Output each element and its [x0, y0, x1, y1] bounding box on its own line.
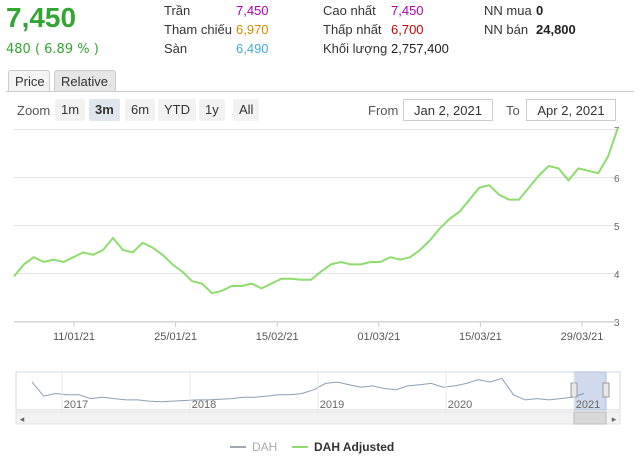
zoom-6m-button[interactable]: 6m [125, 99, 156, 121]
tab-price[interactable]: Price [8, 70, 50, 92]
navigator-year-label: 2018 [192, 399, 216, 411]
foreign-sell-label: NN bán [484, 22, 529, 37]
foreign-buy-value: 0 [536, 3, 544, 18]
navigator-scroll-thumb [573, 411, 607, 425]
x-tick-label: 29/03/21 [561, 331, 604, 343]
navigator-scrollbar [15, 411, 621, 425]
price-change: 480 ( 6.89 % ) [6, 42, 99, 57]
high-label: Cao nhất [323, 3, 376, 18]
navigator-year-label: 2019 [320, 399, 344, 411]
y-tick-label: 5 [614, 222, 620, 233]
floor-value: 6,490 [236, 41, 269, 56]
scroll-right-arrow-icon: ▸ [612, 415, 617, 425]
navigator-selection [573, 371, 607, 411]
foreign-buy-label: NN mua [484, 3, 532, 18]
floor-label: Sàn [164, 41, 188, 56]
zoom-ytd-button[interactable]: YTD [158, 99, 196, 121]
zoom-1m-button[interactable]: 1m [55, 99, 86, 121]
low-label: Thấp nhất [323, 22, 382, 37]
from-label: From [368, 103, 399, 118]
zoom-3m-button[interactable]: 3m [89, 99, 120, 121]
y-tick-label: 4 [614, 270, 620, 281]
legend-label: DAH Adjusted [314, 440, 394, 454]
tab-relative[interactable]: Relative [54, 70, 116, 92]
foreign-sell-value: 24,800 [536, 22, 576, 37]
to-date-input[interactable]: Apr 2, 2021 [526, 99, 616, 121]
navigator-year-label: 2020 [448, 399, 472, 411]
navigator-line [31, 377, 585, 403]
y-tick-label: 3 [614, 318, 620, 329]
x-tick-label: 11/01/21 [53, 331, 95, 343]
navigator-year-label: 2021 [576, 399, 600, 411]
volume-value: 2,757,400 [391, 41, 449, 56]
ceiling-label: Trần [164, 3, 191, 18]
navigator-right-handle [602, 382, 610, 398]
x-tick-label: 15/03/21 [459, 331, 502, 343]
navigator-year-label: 2017 [64, 399, 88, 411]
scroll-left-arrow-icon: ◂ [20, 415, 25, 425]
x-tick-label: 01/03/21 [357, 331, 400, 343]
reference-value: 6,970 [236, 22, 269, 37]
reference-label: Tham chiếu [164, 22, 232, 37]
low-value: 6,700 [391, 22, 424, 37]
from-date-input[interactable]: Jan 2, 2021 [403, 99, 493, 121]
x-tick-label: 15/02/21 [256, 331, 299, 343]
tab-divider [6, 91, 634, 92]
current-price: 7,450 [6, 2, 77, 33]
volume-label: Khối lượng [323, 41, 388, 56]
to-label: To [506, 103, 520, 118]
zoom-1y-button[interactable]: 1y [199, 99, 225, 121]
y-tick-label: 6 [614, 174, 620, 185]
legend-label: DAH [252, 440, 277, 454]
zoom-all-button[interactable]: All [233, 99, 260, 121]
high-value: 7,450 [391, 3, 424, 18]
series-line-dah-adjusted [13, 127, 619, 295]
x-tick-label: 25/01/21 [154, 331, 197, 343]
zoom-label: Zoom [17, 103, 51, 118]
ceiling-value: 7,450 [236, 3, 269, 18]
